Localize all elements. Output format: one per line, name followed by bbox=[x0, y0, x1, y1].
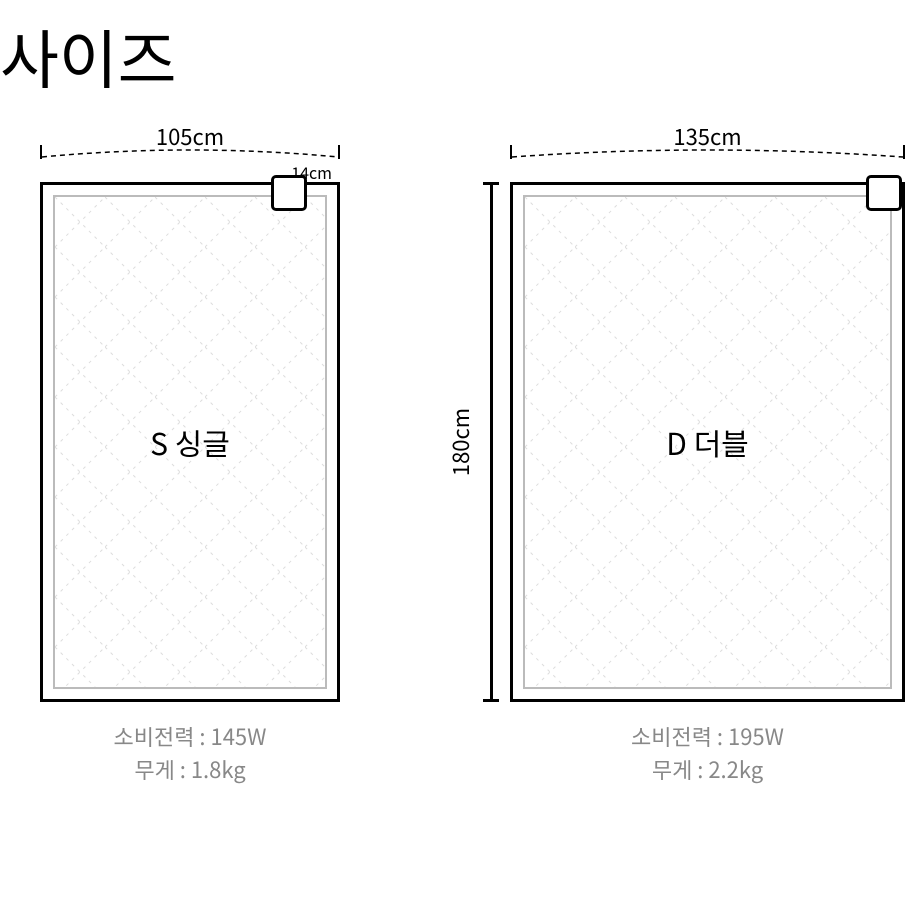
double-weight: 무게 : 2.2kg bbox=[510, 753, 905, 786]
double-power: 소비전력 : 195W bbox=[510, 720, 905, 753]
single-name: S 싱글 bbox=[150, 420, 230, 464]
double-height-dim: 180cm bbox=[480, 182, 500, 702]
double-width-brace bbox=[510, 145, 905, 159]
single-specs: 소비전력 : 145W 무게 : 1.8kg bbox=[40, 720, 340, 786]
double-specs: 소비전력 : 195W 무게 : 2.2kg bbox=[510, 720, 905, 786]
single-power: 소비전력 : 145W bbox=[40, 720, 340, 753]
mat-double-group: 135cm 180cm D 더블 소비전력 : 195W 무게 : 2.2kg bbox=[510, 160, 905, 680]
single-mat-frame: S 싱글 bbox=[40, 182, 340, 702]
single-connector bbox=[271, 175, 307, 211]
page-title: 사이즈 bbox=[0, 10, 177, 102]
double-name: D 더블 bbox=[666, 420, 749, 464]
single-weight: 무게 : 1.8kg bbox=[40, 753, 340, 786]
double-height-label: 180cm bbox=[444, 408, 476, 476]
mat-single-group: 105cm 14cm S 싱글 소비전력 : 145W 무게 : 1.8kg bbox=[40, 160, 340, 680]
double-mat-frame: D 더블 bbox=[510, 182, 905, 702]
single-width-brace bbox=[40, 145, 340, 159]
double-connector bbox=[866, 175, 902, 211]
